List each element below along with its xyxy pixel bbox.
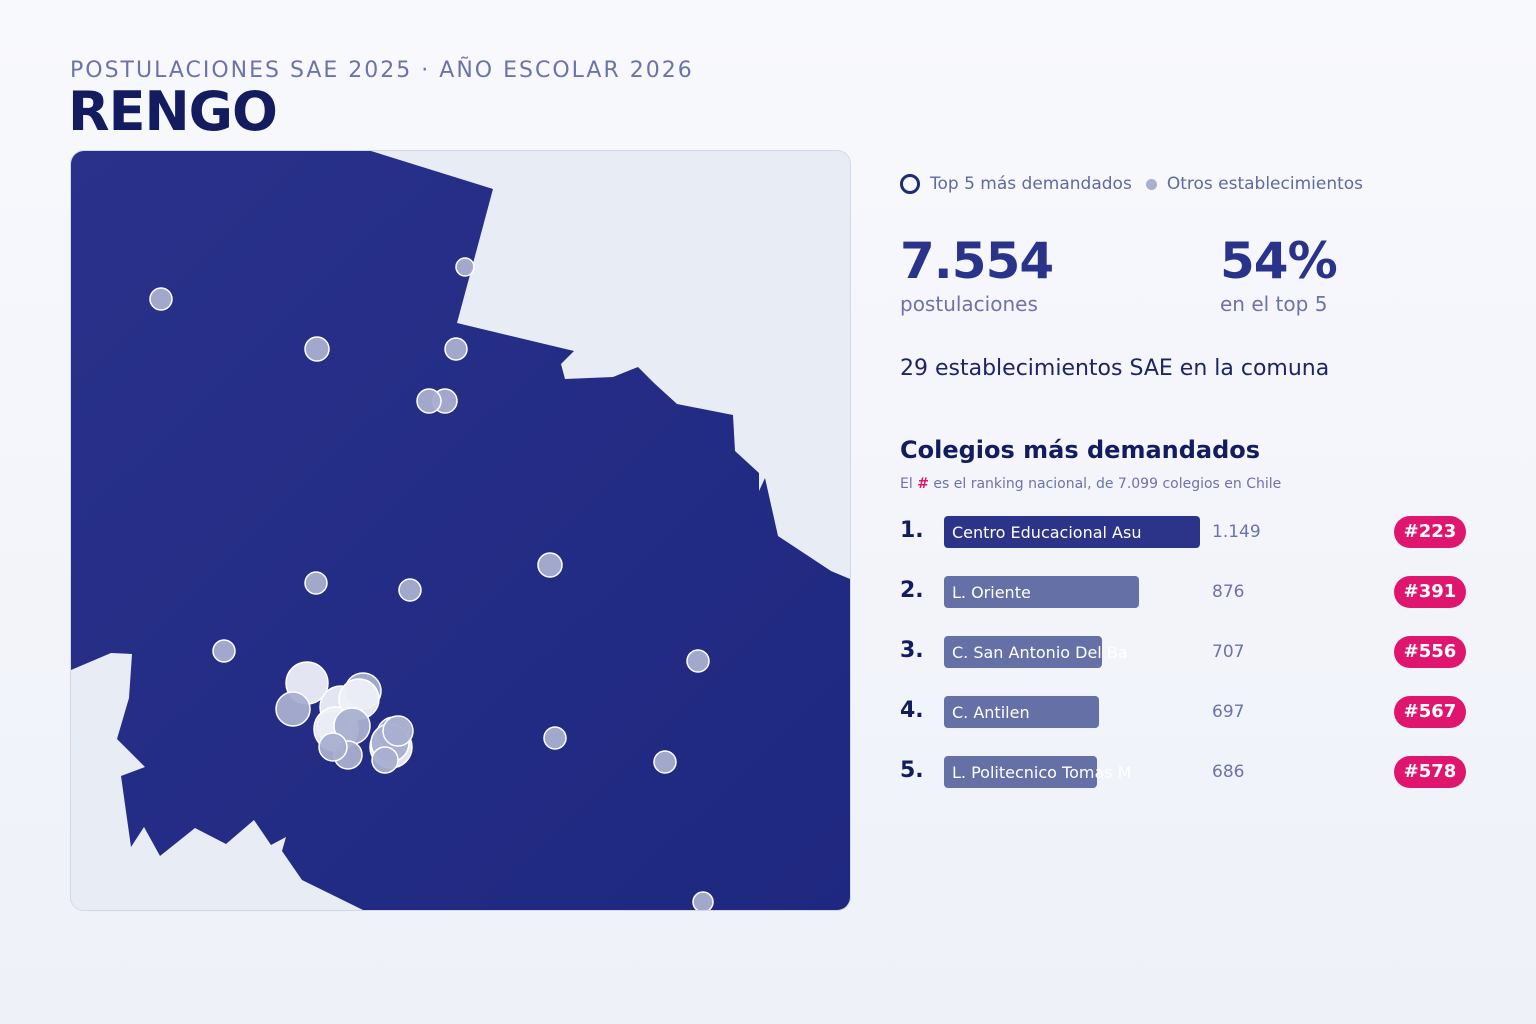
applications-value: 686 <box>1212 762 1245 782</box>
national-rank-badge: #556 <box>1394 636 1466 668</box>
applications-bar <box>944 576 1139 608</box>
national-rank-badge: #567 <box>1394 696 1466 728</box>
applications-value: 697 <box>1212 702 1245 722</box>
rank-position: 5. <box>900 758 924 783</box>
ranking-row[interactable]: 3. C. San Antonio Del Ba 707 #556 <box>900 636 1470 668</box>
legend-others-label: Otros establecimientos <box>1166 174 1364 194</box>
national-rank-badge: #391 <box>1394 576 1466 608</box>
school-marker[interactable] <box>318 732 348 762</box>
applications-bar <box>944 696 1099 728</box>
school-marker[interactable] <box>398 578 422 602</box>
legend-top5-label: Top 5 más demandados <box>930 174 1132 194</box>
applications-label: postulaciones <box>900 292 1038 316</box>
school-name: C. Antilen <box>952 703 1030 722</box>
national-rank-badge: #578 <box>1394 756 1466 788</box>
school-marker[interactable] <box>686 649 710 673</box>
top5-share: 54% <box>1220 232 1338 290</box>
applications-bar <box>944 756 1097 788</box>
school-name: Centro Educacional Asu <box>952 523 1142 542</box>
applications-bar <box>944 636 1102 668</box>
other-dot-icon <box>1145 178 1157 190</box>
applications-value: 1.149 <box>1212 522 1261 542</box>
school-marker[interactable] <box>304 571 328 595</box>
top5-ring-icon <box>900 174 920 194</box>
school-name: C. San Antonio Del Ba <box>952 643 1128 662</box>
page-title: RENGO <box>68 80 278 143</box>
school-points[interactable] <box>149 257 714 910</box>
ranking-row[interactable]: 4. C. Antilen 697 #567 <box>900 696 1470 728</box>
school-marker[interactable] <box>543 726 567 750</box>
rank-position: 2. <box>900 578 924 603</box>
commune-map[interactable] <box>70 150 851 911</box>
school-marker[interactable] <box>537 552 563 578</box>
school-name: L. Politecnico Tomas M <box>952 763 1132 782</box>
rank-position: 1. <box>900 518 924 543</box>
schools-count: 29 establecimientos SAE en la comuna <box>900 356 1330 381</box>
applications-bar <box>944 516 1200 548</box>
applications-value: 707 <box>1212 642 1245 662</box>
page-subtitle: POSTULACIONES SAE 2025 · AÑO ESCOLAR 202… <box>70 58 694 83</box>
rank-position: 4. <box>900 698 924 723</box>
ranking-note: El # es el ranking nacional, de 7.099 co… <box>900 476 1282 492</box>
school-marker[interactable] <box>455 257 475 277</box>
school-marker[interactable] <box>212 639 236 663</box>
hash-symbol: # <box>917 476 929 492</box>
national-rank-badge: #223 <box>1394 516 1466 548</box>
school-name: L. Oriente <box>952 583 1031 602</box>
commune-boundary <box>71 151 850 910</box>
school-marker[interactable] <box>149 287 173 311</box>
rank-position: 3. <box>900 638 924 663</box>
school-marker[interactable] <box>275 691 311 727</box>
applications-value: 876 <box>1212 582 1245 602</box>
school-marker[interactable] <box>304 336 330 362</box>
school-marker[interactable] <box>653 750 677 774</box>
school-marker[interactable] <box>382 715 414 747</box>
school-marker[interactable] <box>416 388 442 414</box>
ranking-title: Colegios más demandados <box>900 436 1261 464</box>
map-legend: Top 5 más demandados Otros establecimien… <box>900 174 1363 194</box>
ranking-row[interactable]: 1. Centro Educacional Asu 1.149 #223 <box>900 516 1470 548</box>
school-marker[interactable] <box>444 337 468 361</box>
school-marker[interactable] <box>692 891 714 910</box>
school-marker[interactable] <box>371 746 399 774</box>
ranking-row[interactable]: 5. L. Politecnico Tomas M 686 #578 <box>900 756 1470 788</box>
ranking-row[interactable]: 2. L. Oriente 876 #391 <box>900 576 1470 608</box>
applications-total: 7.554 <box>900 232 1054 290</box>
top5-share-label: en el top 5 <box>1220 292 1328 316</box>
